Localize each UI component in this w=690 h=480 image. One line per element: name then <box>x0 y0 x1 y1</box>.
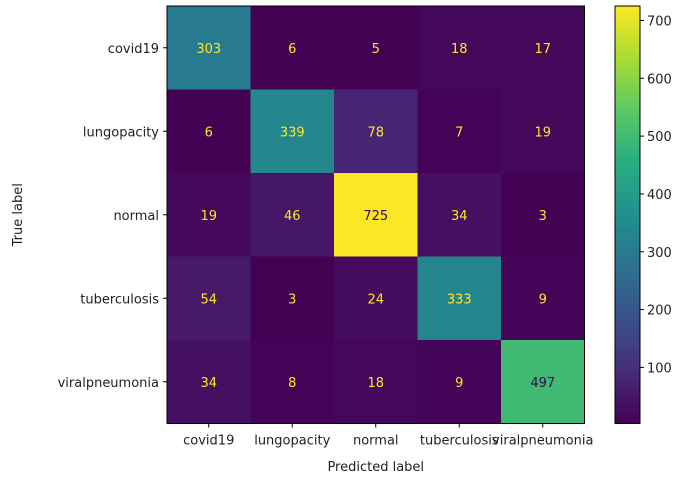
y-tick-label: lungopacity <box>83 125 159 140</box>
cell-value-label: 34 <box>451 209 468 224</box>
x-tick-label: normal <box>353 434 399 449</box>
colorbar-tick-label: 600 <box>647 72 672 87</box>
heatmap-cell <box>334 89 418 174</box>
x-tick-label: covid19 <box>183 434 234 449</box>
cell-value-label: 7 <box>455 125 463 140</box>
cell-value-label: 46 <box>284 209 301 224</box>
cell-value-label: 497 <box>530 376 555 391</box>
heatmap-cell <box>334 173 418 257</box>
heatmap-cell <box>501 89 585 174</box>
y-tick-label: covid19 <box>108 42 159 57</box>
heatmap-cells <box>167 6 585 424</box>
colorbar-tick-label: 700 <box>647 14 672 29</box>
heatmap-cell <box>501 340 585 424</box>
heatmap-cell <box>250 340 335 424</box>
cell-value-label: 3 <box>539 209 547 224</box>
cell-value-label: 6 <box>288 42 296 57</box>
cell-value-label: 333 <box>447 292 472 307</box>
cell-value-label: 24 <box>367 292 384 307</box>
y-tick-label: viralpneumonia <box>58 376 159 391</box>
cell-value-label: 339 <box>280 125 305 140</box>
colorbar-ticks: 100 200 300 400 500 600 700 <box>640 14 672 376</box>
cell-value-label: 9 <box>455 376 463 391</box>
cell-value-label: 5 <box>372 42 380 57</box>
colorbar-tick-label: 400 <box>647 188 672 203</box>
cell-value-label: 725 <box>363 209 388 224</box>
heatmap-cell <box>167 340 251 424</box>
x-tick-label: viralpneumonia <box>492 434 593 449</box>
heatmap-cell <box>334 256 418 341</box>
heatmap-cell <box>501 6 585 90</box>
colorbar-tick-label: 300 <box>647 246 672 261</box>
x-axis-title: Predicted label <box>327 460 424 475</box>
heatmap-cell <box>417 256 502 341</box>
heatmap-cell <box>417 173 502 257</box>
heatmap-cell <box>167 6 251 90</box>
heatmap-cell <box>417 340 502 424</box>
heatmap-cell <box>250 6 335 90</box>
heatmap-cell <box>417 6 502 90</box>
heatmap-cell <box>250 173 335 257</box>
heatmap-cell <box>167 173 251 257</box>
heatmap-cell <box>501 256 585 341</box>
cell-value-label: 18 <box>451 42 468 57</box>
cell-value-label: 78 <box>367 125 384 140</box>
cell-value-label: 34 <box>200 376 217 391</box>
heatmap-cell <box>417 89 502 174</box>
x-tick-label: lungopacity <box>254 434 330 449</box>
x-tick-label: tuberculosis <box>420 434 499 449</box>
cell-value-label: 19 <box>200 209 217 224</box>
heatmap-cell <box>501 173 585 257</box>
colorbar-tick-label: 200 <box>647 304 672 319</box>
cell-value-label: 9 <box>539 292 547 307</box>
heatmap-cell <box>250 89 335 174</box>
heatmap-cell <box>334 340 418 424</box>
y-axis-title: True label <box>11 183 26 247</box>
cell-value-label: 303 <box>196 42 221 57</box>
y-axis-ticks: covid19 lungopacity normal tuberculosis vira… <box>58 42 167 391</box>
heatmap-cell <box>334 6 418 90</box>
cell-value-label: 17 <box>534 42 551 57</box>
x-axis-ticks: covid19 lungopacity normal tuberculosisvira… <box>183 423 593 449</box>
heatmap-cell <box>167 89 251 174</box>
cell-value-label: 18 <box>367 376 384 391</box>
heatmap-cell <box>250 256 335 341</box>
cell-value-label: 6 <box>205 125 213 140</box>
y-tick-label: normal <box>113 209 159 224</box>
cell-value-label: 54 <box>200 292 217 307</box>
y-tick-label: tuberculosis <box>80 292 159 307</box>
cell-value-label: 3 <box>288 292 296 307</box>
colorbar <box>614 5 641 424</box>
cell-value-label: 8 <box>288 376 296 391</box>
cell-value-labels: 303 6 5 18 17 6 339 78 7 19 19 46 725 34 3 54 3 24 333 9 34 8… <box>196 42 555 391</box>
cell-value-label: 19 <box>534 125 551 140</box>
colorbar-tick-label: 100 <box>647 361 672 376</box>
colorbar-tick-label: 500 <box>647 130 672 145</box>
heatmap-cell <box>167 256 251 341</box>
